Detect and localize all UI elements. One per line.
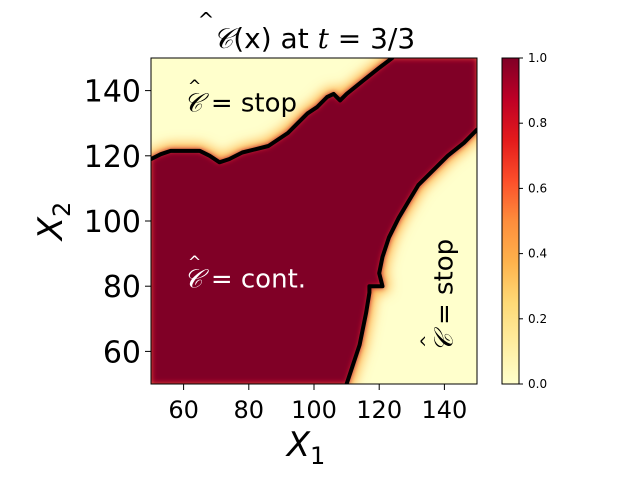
- x-tick-label: 100: [291, 396, 337, 424]
- x-tick-label: 140: [421, 396, 467, 424]
- y-tick-label: 60: [103, 335, 141, 370]
- upper-boundary-line: [151, 58, 395, 165]
- colorbar: 0.0 0.2 0.4 0.6 0.8 1.0: [501, 51, 547, 391]
- svg-text:X2: X2: [31, 202, 76, 243]
- colorbar-gradient: [502, 58, 519, 384]
- region-label-text: 𝒞 = stop: [429, 239, 459, 352]
- region-text: = cont.: [203, 265, 306, 295]
- x-axis-label-main: X: [285, 425, 311, 465]
- x-tick-label: 60: [168, 396, 199, 424]
- x-tick-label: 120: [356, 396, 402, 424]
- y-axis-label-main: X: [31, 216, 71, 242]
- x-axis-label-sub: 1: [310, 442, 325, 470]
- region-label-1: 𝒞 = stop^: [184, 77, 297, 119]
- lower-boundary-line: [344, 127, 477, 384]
- title-hat: ^: [198, 8, 215, 32]
- title-t: t: [318, 22, 330, 55]
- region-text: = stop: [203, 89, 297, 119]
- region-label-3: 𝒞 = stop^: [417, 239, 459, 352]
- region-text: = stop: [429, 239, 459, 333]
- colorbar-tick-label: 0.4: [528, 247, 547, 261]
- colorbar-tick-label: 1.0: [528, 51, 547, 65]
- y-tick-label: 140: [84, 75, 141, 110]
- region-hat: ^: [188, 253, 201, 272]
- svg-text:X1: X1: [285, 425, 326, 470]
- region-label-text: 𝒞 = cont.: [184, 265, 306, 295]
- y-axis-label-sub: 2: [48, 202, 76, 217]
- chart-title: 𝒞(x) at t = 3/3 ^: [198, 8, 416, 55]
- y-tick-label: 80: [103, 270, 141, 305]
- y-tick-label: 100: [84, 205, 141, 240]
- region-label-text: 𝒞 = stop: [184, 89, 297, 119]
- y-tick-label: 120: [84, 140, 141, 175]
- title-arg: (x) at: [233, 22, 317, 55]
- colorbar-tick-label: 0.6: [528, 181, 547, 195]
- x-axis-label: X1: [285, 425, 326, 470]
- region-hat: ^: [417, 335, 436, 348]
- region-label-2: 𝒞 = cont.^: [184, 253, 306, 295]
- y-axis-label: X2: [31, 202, 76, 243]
- x-tick-label: 80: [234, 396, 265, 424]
- title-eq: = 3/3: [329, 22, 415, 55]
- colorbar-tick-label: 0.2: [528, 312, 547, 326]
- colorbar-frame: [501, 57, 520, 385]
- region-hat: ^: [188, 77, 201, 96]
- svg-text:𝒞(x) at t = 3/3: 𝒞(x) at t = 3/3: [213, 22, 415, 55]
- colorbar-tick-label: 0.8: [528, 116, 547, 130]
- colorbar-tick-label: 0.0: [528, 377, 547, 391]
- heatmap: [151, 58, 477, 384]
